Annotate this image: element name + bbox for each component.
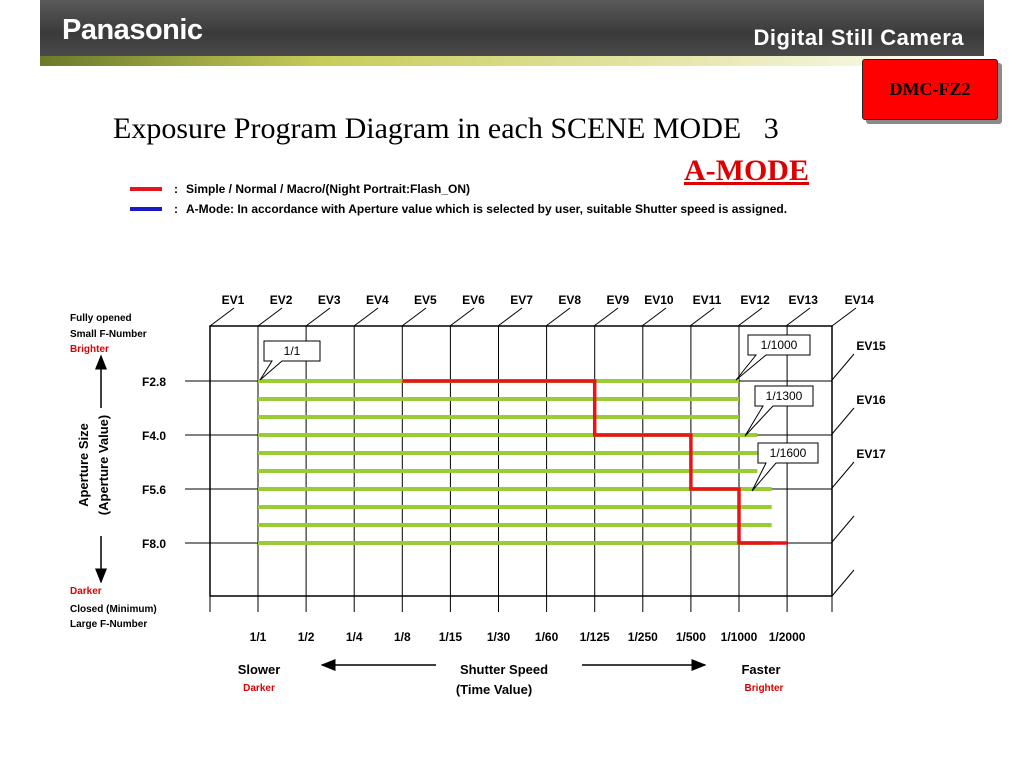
legend-text-a-mode: A-Mode: In accordance with Aperture valu… xyxy=(186,202,788,216)
ev-diagonal xyxy=(689,307,715,327)
ev-diagonal xyxy=(257,307,283,327)
x-axis-left-label: Slower xyxy=(238,662,281,677)
x-tick-label: 1/2 xyxy=(298,630,315,644)
mode-title: A-MODE xyxy=(684,154,809,187)
x-tick-label: 1/1 xyxy=(250,630,267,644)
plot-frame xyxy=(209,325,833,597)
y-axis-title-line1: Aperture Size xyxy=(76,423,91,507)
y-tick-label: F2.8 xyxy=(142,375,166,389)
x-tick-label: 1/15 xyxy=(439,630,463,644)
x-axis-right-sublabel: Brighter xyxy=(745,683,784,694)
program-line xyxy=(402,379,788,545)
ev-label: EV9 xyxy=(606,293,629,307)
callout-label: 1/1 xyxy=(284,344,301,358)
legend-item-a-mode: : A-Mode: In accordance with Aperture va… xyxy=(130,201,787,217)
ev-diagonal xyxy=(497,307,523,327)
ev-diagonal xyxy=(831,353,855,381)
header-accent-line xyxy=(40,56,984,66)
y-axis-bottom-line1: Darker xyxy=(70,586,102,597)
callout-label: 1/1600 xyxy=(770,446,807,460)
callout-label: 1/1000 xyxy=(761,338,798,352)
y-tick-label: F8.0 xyxy=(142,537,166,551)
ev-diagonal xyxy=(401,307,427,327)
ev-diagonal xyxy=(209,307,235,327)
ev-label: EV1 xyxy=(222,293,245,307)
ev-diagonal xyxy=(831,407,855,435)
x-tick-label: 1/500 xyxy=(676,630,706,644)
ev-label: EV6 xyxy=(462,293,485,307)
y-tick-label: F5.6 xyxy=(142,483,166,497)
ev-label: EV14 xyxy=(845,293,875,307)
ev-diagonal xyxy=(449,307,475,327)
y-axis-top-line2: Small F-Number xyxy=(70,329,147,340)
ev-label: EV12 xyxy=(740,293,770,307)
x-tick-label: 1/8 xyxy=(394,630,411,644)
callout-box xyxy=(259,340,321,381)
ev-label: EV11 xyxy=(693,293,722,307)
y-axis-bottom-line2: Closed (Minimum) xyxy=(70,604,157,615)
x-tick-label: 1/2000 xyxy=(769,630,806,644)
ev-diagonal xyxy=(593,307,619,327)
ev-label: EV16 xyxy=(856,393,886,407)
ev-diagonal xyxy=(545,307,571,327)
y-axis-top-line1: Fully opened xyxy=(70,313,132,324)
y-axis-top-line3: Brighter xyxy=(70,344,109,355)
model-label: DMC-FZ2 xyxy=(889,79,971,99)
y-tick-label: F4.0 xyxy=(142,429,166,443)
x-axis-title-line1: Shutter Speed xyxy=(460,662,548,677)
x-axis-left-sublabel: Darker xyxy=(243,683,275,694)
x-tick-label: 1/30 xyxy=(487,630,511,644)
ev-diagonal xyxy=(737,307,763,327)
ev-label: EV10 xyxy=(644,293,674,307)
ev-diagonal xyxy=(831,307,857,327)
ev-diagonal xyxy=(831,569,855,597)
callout-box xyxy=(735,334,811,381)
ev-label: EV5 xyxy=(414,293,437,307)
ev-diagonal xyxy=(831,515,855,543)
ev-diagonal xyxy=(353,307,379,327)
ev-diagonal xyxy=(785,307,811,327)
legend-item-program: : Simple / Normal / Macro/(Night Portrai… xyxy=(130,181,470,197)
callout-label: 1/1300 xyxy=(766,389,803,403)
x-tick-label: 1/125 xyxy=(580,630,610,644)
x-tick-label: 1/250 xyxy=(628,630,658,644)
ev-label: EV17 xyxy=(856,447,886,461)
legend-separator: : xyxy=(174,202,178,216)
legend-text-program: Simple / Normal / Macro/(Night Portrait:… xyxy=(186,182,471,196)
ev-diagonal xyxy=(641,307,667,327)
ev-label: EV15 xyxy=(856,339,886,353)
callout-box xyxy=(751,442,819,492)
legend-swatch-a-mode xyxy=(130,207,162,211)
page-title: Exposure Program Diagram in each SCENE M… xyxy=(113,112,779,145)
y-axis-title-line2: (Aperture Value) xyxy=(96,415,111,515)
ev-label: EV4 xyxy=(366,293,389,307)
ev-label: EV2 xyxy=(270,293,293,307)
ev-diagonal xyxy=(305,307,331,327)
callout-box xyxy=(744,385,814,437)
ev-label: EV13 xyxy=(789,293,819,307)
y-axis-bottom-line3: Large F-Number xyxy=(70,619,147,630)
model-badge: DMC-FZ2 xyxy=(862,59,998,120)
x-tick-label: 1/4 xyxy=(346,630,363,644)
ev-label: EV3 xyxy=(318,293,341,307)
x-axis-title-line2: (Time Value) xyxy=(456,682,532,697)
ev-label: EV7 xyxy=(510,293,533,307)
legend-swatch-program xyxy=(130,187,162,191)
legend-separator: : xyxy=(174,182,178,196)
x-tick-label: 1/60 xyxy=(535,630,559,644)
ev-diagonal xyxy=(831,461,855,489)
x-axis-right-label: Faster xyxy=(741,662,780,677)
header-bar xyxy=(40,0,984,56)
ev-label: EV8 xyxy=(558,293,581,307)
product-name: Digital Still Camera xyxy=(753,25,964,50)
x-tick-label: 1/1000 xyxy=(721,630,758,644)
brand-logo: Panasonic xyxy=(62,14,203,46)
